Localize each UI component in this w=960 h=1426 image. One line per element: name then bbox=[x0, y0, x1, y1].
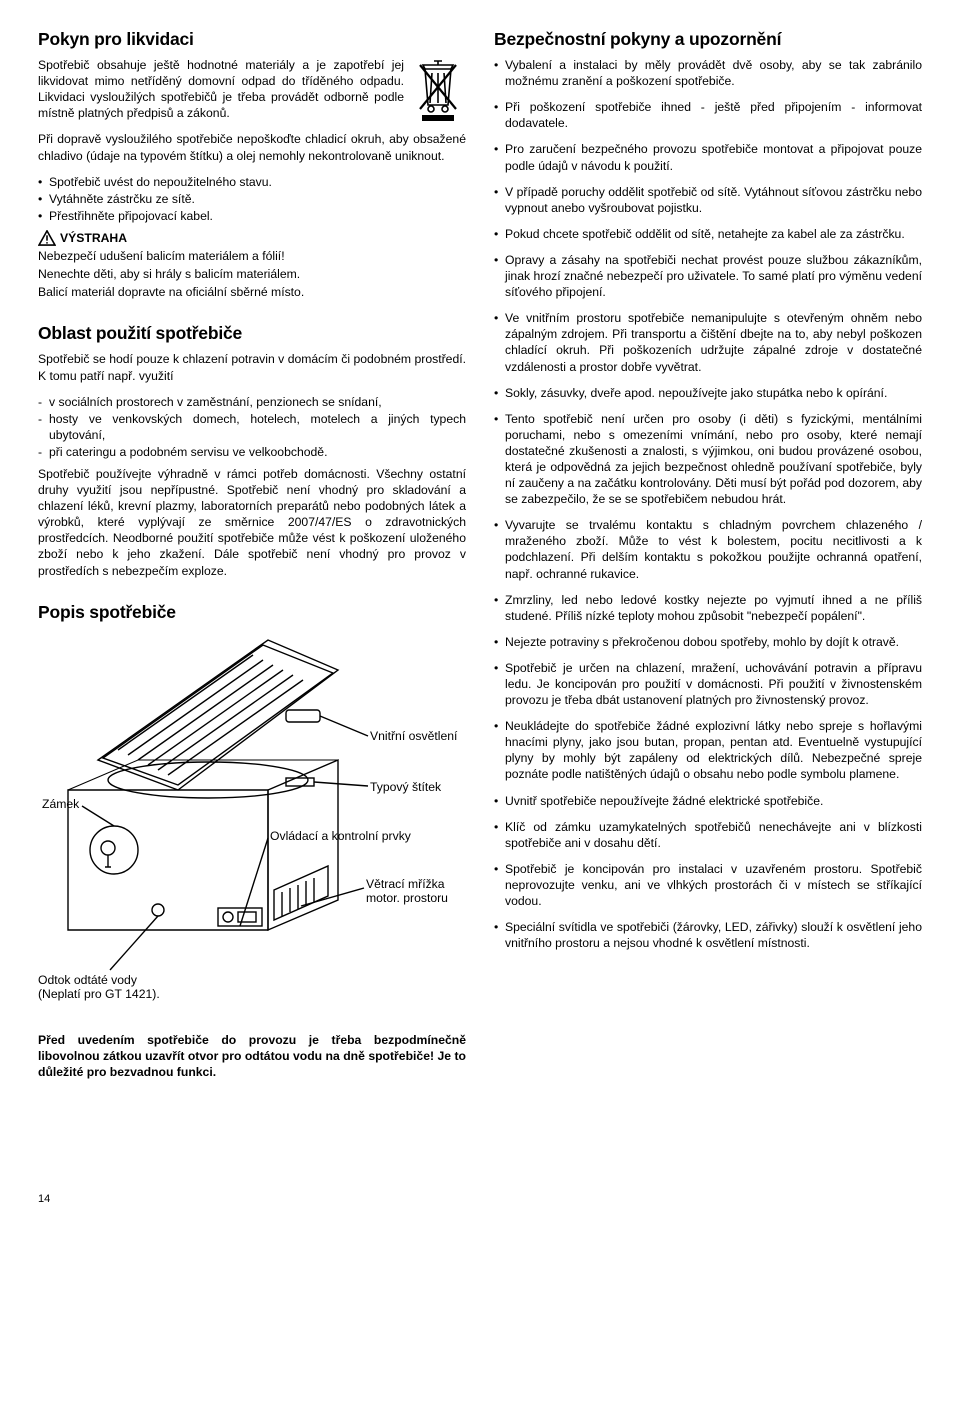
disposal-section: Pokyn pro likvidaci bbox=[38, 28, 466, 300]
safety-bullet: Spotřebič je koncipován pro instalaci v … bbox=[494, 861, 922, 909]
warn-text: Nebezpečí udušení balicím materiálem a f… bbox=[38, 248, 466, 264]
safety-bullet: Speciální svítidla ve spotřebiči (žárovk… bbox=[494, 919, 922, 951]
warn-text: Nenechte děti, aby si hrály s balicím ma… bbox=[38, 266, 466, 282]
label-controls: Ovládací a kontrolní prvky bbox=[270, 828, 411, 844]
label-grille2: motor. prostoru bbox=[366, 890, 448, 906]
warn-text: Balicí materiál dopravte na oficiální sb… bbox=[38, 284, 466, 300]
label-interior-light: Vnitřní osvětlení bbox=[370, 728, 457, 744]
safety-bullet: Při poškození spotřebiče ihned - ještě p… bbox=[494, 99, 922, 131]
safety-bullet: Uvnitř spotřebiče nepoužívejte žádné ele… bbox=[494, 793, 922, 809]
disposal-bullets: Spotřebič uvést do nepoužitelného stavu.… bbox=[38, 174, 466, 224]
safety-bullet: Spotřebič je určen na chlazení, mražení,… bbox=[494, 660, 922, 708]
safety-heading: Bezpečnostní pokyny a upozornění bbox=[494, 28, 922, 51]
safety-bullets: Vybalení a instalaci by měly provádět dv… bbox=[494, 57, 922, 951]
pre-use-bold-note: Před uvedením spotřebiče do provozu je t… bbox=[38, 1032, 466, 1080]
label-drain2: (Neplatí pro GT 1421). bbox=[38, 986, 160, 1002]
warning-row: VÝSTRAHA bbox=[38, 230, 466, 246]
usage-dashes: v sociálních prostorech v zaměstnání, pe… bbox=[38, 394, 466, 460]
disposal-heading: Pokyn pro likvidaci bbox=[38, 28, 466, 51]
description-heading: Popis spotřebiče bbox=[38, 601, 466, 624]
usage-p2: Spotřebič používejte výhradně v rámci po… bbox=[38, 466, 466, 579]
safety-bullet: V případě poruchy oddělit spotřebič od s… bbox=[494, 184, 922, 216]
usage-dash: při cateringu a podobném servisu ve velk… bbox=[38, 444, 466, 460]
two-column-layout: Pokyn pro likvidaci bbox=[38, 28, 922, 1082]
warning-label: VÝSTRAHA bbox=[60, 230, 127, 246]
disposal-icon-wrap bbox=[410, 59, 466, 127]
description-section: Popis spotřebiče bbox=[38, 601, 466, 1010]
safety-bullet: Tento spotřebič není určen pro osoby (i … bbox=[494, 411, 922, 508]
safety-bullet: Klíč od zámku uzamykatelných spotřebičů … bbox=[494, 819, 922, 851]
wheelie-bin-crossed-icon bbox=[410, 59, 466, 123]
disposal-bullet: Vytáhněte zástrčku ze sítě. bbox=[38, 191, 466, 207]
right-column: Bezpečnostní pokyny a upozornění Vybalen… bbox=[494, 28, 922, 1082]
appliance-diagram: Vnitřní osvětlení Typový štítek Zámek Ov… bbox=[38, 630, 466, 1010]
safety-bullet: Pro zaručení bezpečného provozu spotřebi… bbox=[494, 141, 922, 173]
safety-bullet: Sokly, zásuvky, dveře apod. nepoužívejte… bbox=[494, 385, 922, 401]
safety-bullet: Nejezte potraviny s překročenou dobou sp… bbox=[494, 634, 922, 650]
disposal-bullet: Spotřebič uvést do nepoužitelného stavu. bbox=[38, 174, 466, 190]
disposal-p2: Při dopravě vysloužilého spotřebiče nepo… bbox=[38, 131, 466, 163]
usage-p1: Spotřebič se hodí pouze k chlazení potra… bbox=[38, 351, 466, 383]
chest-freezer-illustration bbox=[38, 630, 468, 1010]
safety-bullet: Zmrzliny, led nebo ledové kostky nejezte… bbox=[494, 592, 922, 624]
left-column: Pokyn pro likvidaci bbox=[38, 28, 466, 1082]
safety-bullet: Neukládejte do spotřebiče žádné exploziv… bbox=[494, 718, 922, 782]
page-number: 14 bbox=[38, 1192, 922, 1207]
usage-heading: Oblast použití spotřebiče bbox=[38, 322, 466, 345]
usage-dash: hosty ve venkovských domech, hotelech, m… bbox=[38, 411, 466, 443]
usage-dash: v sociálních prostorech v zaměstnání, pe… bbox=[38, 394, 466, 410]
safety-bullet: Ve vnitřním prostoru spotřebiče nemanipu… bbox=[494, 310, 922, 374]
safety-bullet: Vyvarujte se trvalému kontaktu s chladný… bbox=[494, 517, 922, 581]
usage-section: Oblast použití spotřebiče Spotřebič se h… bbox=[38, 322, 466, 578]
safety-bullet: Opravy a zásahy na spotřebiči nechat pro… bbox=[494, 252, 922, 300]
disposal-bullet: Přestřihněte připojovací kabel. bbox=[38, 208, 466, 224]
safety-bullet: Pokud chcete spotřebič oddělit od sítě, … bbox=[494, 226, 922, 242]
label-type-plate: Typový štítek bbox=[370, 779, 441, 795]
warning-triangle-icon bbox=[38, 230, 56, 246]
disposal-p1: Spotřebič obsahuje ještě hodnotné materi… bbox=[38, 57, 466, 121]
safety-bullet: Vybalení a instalaci by měly provádět dv… bbox=[494, 57, 922, 89]
label-lock: Zámek bbox=[42, 796, 79, 812]
